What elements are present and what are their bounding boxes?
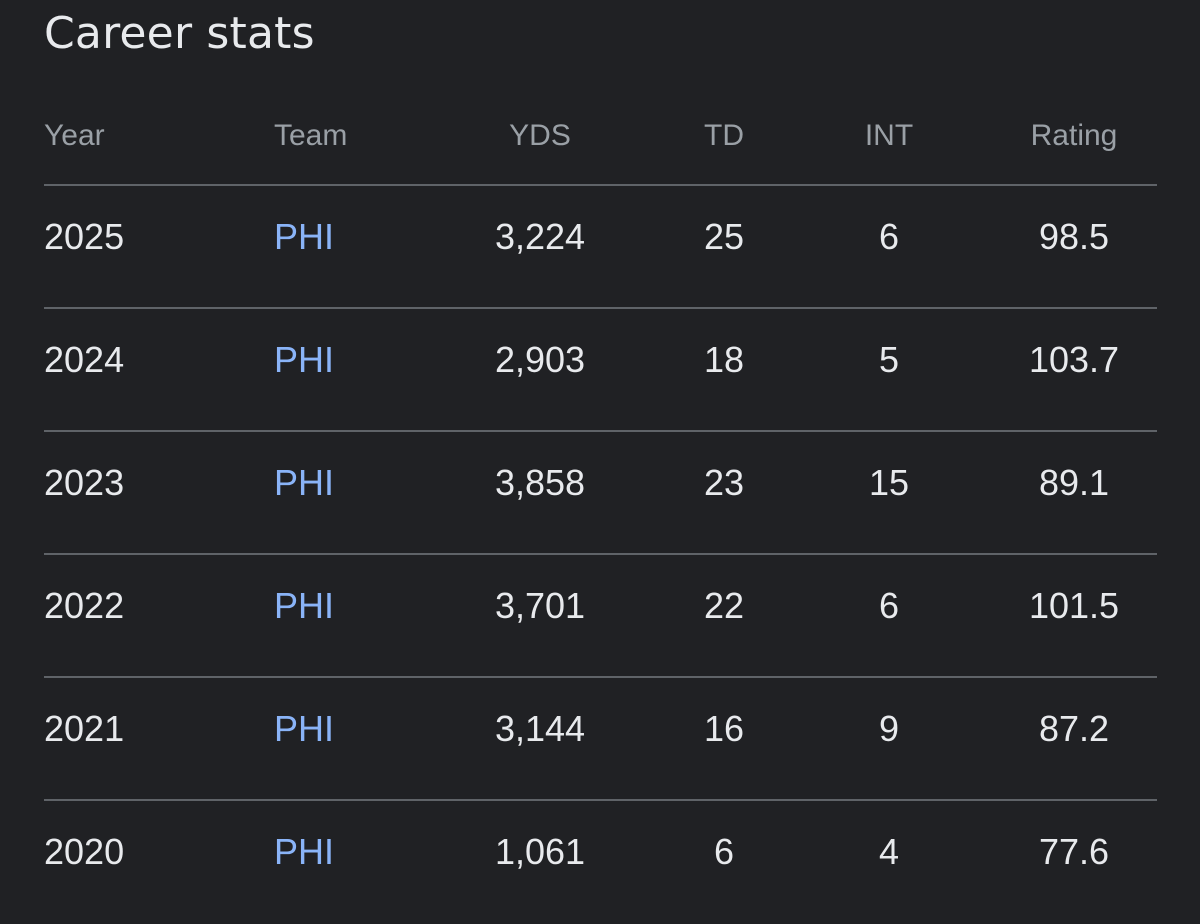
header-td: TD: [704, 119, 744, 152]
table-row: 2023 PHI 3,858 23 15 89.1: [44, 432, 1157, 555]
career-stats-table: Year Team YDS TD INT Rating 2025 PHI 3,2…: [44, 98, 1157, 924]
header-int: INT: [864, 119, 914, 152]
year-cell: 2022: [44, 585, 125, 626]
table-row: 2024 PHI 2,903 18 5 103.7: [44, 309, 1157, 432]
year-cell: 2021: [44, 708, 125, 749]
team-link[interactable]: PHI: [274, 585, 335, 626]
rating-cell: 103.7: [1028, 339, 1120, 380]
td-cell: 23: [703, 462, 745, 503]
int-cell: 6: [878, 216, 900, 257]
team-link[interactable]: PHI: [274, 339, 335, 380]
header-rating: Rating: [1030, 119, 1118, 152]
team-link[interactable]: PHI: [274, 831, 335, 872]
yds-cell: 3,224: [494, 216, 586, 257]
td-cell: 6: [713, 831, 735, 872]
team-link[interactable]: PHI: [274, 462, 335, 503]
table-row: 2025 PHI 3,224 25 6 98.5: [44, 186, 1157, 309]
section-title: Career stats: [44, 8, 315, 59]
int-cell: 15: [868, 462, 910, 503]
td-cell: 18: [703, 339, 745, 380]
year-cell: 2025: [44, 216, 125, 257]
td-cell: 22: [703, 585, 745, 626]
header-yds: YDS: [509, 119, 571, 152]
year-cell: 2020: [44, 831, 125, 872]
table-row: 2020 PHI 1,061 6 4 77.6: [44, 801, 1157, 924]
team-link[interactable]: PHI: [274, 708, 335, 749]
year-cell: 2024: [44, 339, 125, 380]
td-cell: 25: [703, 216, 745, 257]
year-cell: 2023: [44, 462, 125, 503]
int-cell: 4: [878, 831, 900, 872]
header-year: Year: [44, 119, 105, 152]
yds-cell: 3,144: [494, 708, 586, 749]
int-cell: 5: [878, 339, 900, 380]
td-cell: 16: [703, 708, 745, 749]
table-header-row: Year Team YDS TD INT Rating: [44, 98, 1157, 186]
int-cell: 9: [878, 708, 900, 749]
yds-cell: 2,903: [494, 339, 586, 380]
yds-cell: 3,701: [494, 585, 586, 626]
table-row: 2021 PHI 3,144 16 9 87.2: [44, 678, 1157, 801]
yds-cell: 3,858: [494, 462, 586, 503]
rating-cell: 98.5: [1038, 216, 1110, 257]
team-link[interactable]: PHI: [274, 216, 335, 257]
table-row: 2022 PHI 3,701 22 6 101.5: [44, 555, 1157, 678]
rating-cell: 87.2: [1038, 708, 1110, 749]
yds-cell: 1,061: [494, 831, 586, 872]
rating-cell: 89.1: [1038, 462, 1110, 503]
header-team: Team: [274, 119, 348, 152]
int-cell: 6: [878, 585, 900, 626]
rating-cell: 101.5: [1028, 585, 1120, 626]
rating-cell: 77.6: [1038, 831, 1110, 872]
